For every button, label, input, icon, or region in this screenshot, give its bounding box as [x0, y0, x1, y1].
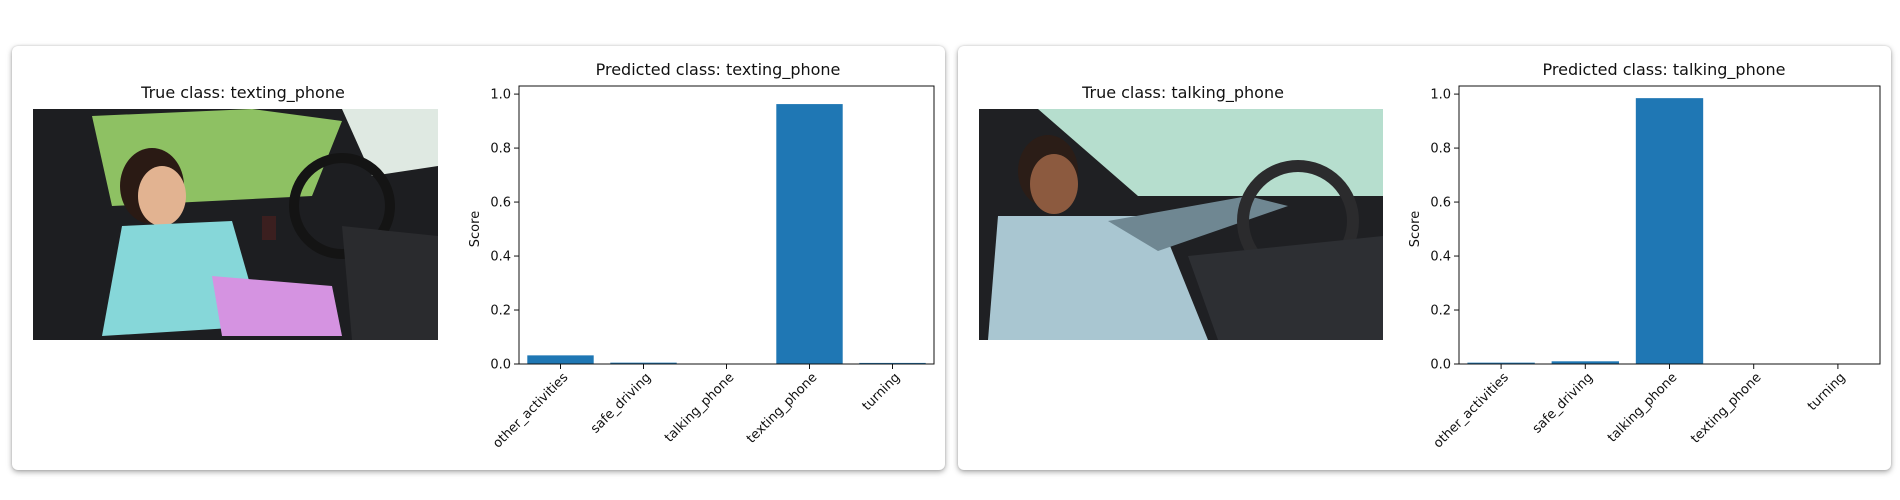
- image-title: True class: texting_phone: [140, 83, 345, 103]
- x-tick-label: other_activities: [1431, 370, 1512, 451]
- y-tick-label: 0.0: [490, 358, 511, 373]
- y-tick-label: 0.2: [1430, 304, 1451, 319]
- bar-texting-phone: [776, 104, 843, 364]
- y-axis-label: Score: [1408, 211, 1423, 247]
- image-title: True class: talking_phone: [1081, 83, 1284, 103]
- x-tick-label: turning: [860, 370, 904, 414]
- y-axis-label: Score: [468, 211, 483, 247]
- driver-photo-1: [33, 109, 438, 340]
- y-tick-label: 0.8: [1430, 142, 1451, 157]
- y-tick-label: 0.6: [1430, 196, 1451, 211]
- chart-title: Predicted class: talking_phone: [1543, 60, 1786, 80]
- y-ticks: 0.0 0.2 0.4 0.6 0.8 1.0: [490, 88, 519, 373]
- x-tick-label: texting_phone: [1688, 370, 1764, 446]
- bar-talking-phone: [1635, 98, 1704, 364]
- y-tick-label: 0.6: [490, 196, 511, 211]
- panel-card-1: True class: texting_phone Predicted clas…: [12, 46, 945, 470]
- panel-2-figure: True class: talking_phone Predicted clas…: [979, 60, 1881, 451]
- chart-title: Predicted class: texting_phone: [596, 60, 841, 80]
- x-tick-label: texting_phone: [744, 370, 820, 446]
- x-ticks: other_activities safe_driving talking_phon…: [490, 364, 903, 451]
- y-tick-label: 1.0: [490, 88, 511, 103]
- x-tick-label: talking_phone: [662, 370, 737, 445]
- bar-turning: [859, 362, 926, 364]
- y-tick-label: 0.4: [1430, 250, 1451, 265]
- y-tick-label: 0.8: [490, 142, 511, 157]
- bar-other-activities: [527, 355, 594, 364]
- y-tick-label: 1.0: [1430, 88, 1451, 103]
- driver-photo-2: [979, 109, 1383, 340]
- panel-card-2: True class: talking_phone Predicted clas…: [958, 46, 1891, 470]
- x-tick-label: turning: [1805, 370, 1849, 414]
- bars: [1467, 98, 1704, 364]
- bar-safe-driving: [610, 362, 677, 364]
- y-ticks: 0.0 0.2 0.4 0.6 0.8 1.0: [1430, 88, 1459, 373]
- x-tick-label: other_activities: [490, 370, 571, 451]
- bar-safe-driving: [1551, 361, 1619, 364]
- panel-1-figure: True class: texting_phone Predicted clas…: [33, 60, 935, 451]
- y-tick-label: 0.0: [1430, 358, 1451, 373]
- x-tick-label: safe_driving: [1530, 370, 1596, 436]
- x-tick-label: talking_phone: [1605, 370, 1680, 445]
- plot-frame: [518, 85, 935, 365]
- plot-frame: [1458, 85, 1881, 365]
- x-ticks: other_activities safe_driving talking_phon…: [1431, 364, 1849, 451]
- bars: [527, 104, 926, 364]
- x-tick-label: safe_driving: [588, 370, 654, 436]
- y-tick-label: 0.2: [490, 304, 511, 319]
- bar-other-activities: [1467, 362, 1535, 364]
- y-tick-label: 0.4: [490, 250, 511, 265]
